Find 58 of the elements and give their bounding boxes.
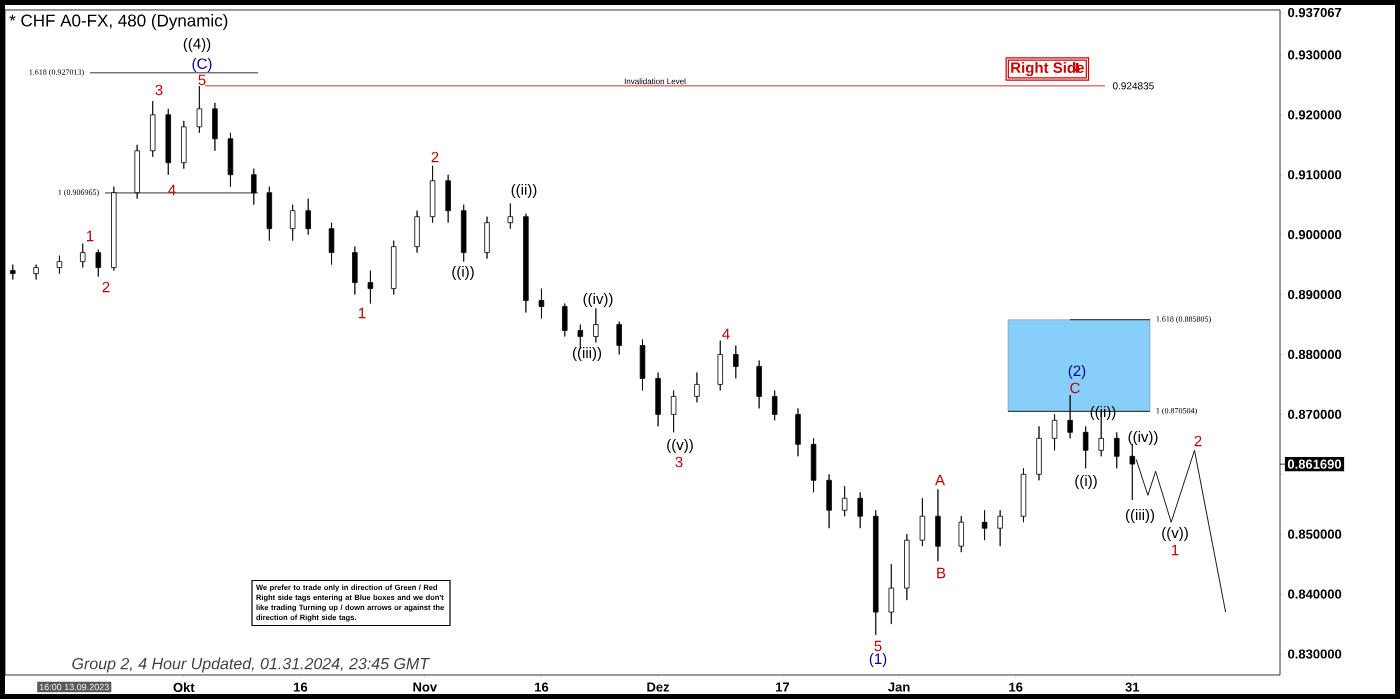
ref-line-label: 1 (0.870504) — [1156, 407, 1197, 415]
annotation: 1 — [86, 230, 94, 242]
annotation: 2 — [1194, 435, 1202, 447]
ref-line-label: 1.618 (0.885805) — [1156, 316, 1211, 324]
x-tick-label: 16 — [535, 682, 549, 692]
annotation: 3 — [155, 84, 163, 96]
annotation: 3 — [675, 456, 683, 468]
annotation: ((v)) — [1162, 527, 1188, 541]
annotation: 4 — [722, 328, 730, 340]
chart-title: * CHF A0-FX, 480 (Dynamic) — [9, 14, 228, 30]
annotation: 4 — [168, 184, 176, 196]
annotation: 2 — [431, 151, 439, 163]
x-tick-label: 16 — [1009, 682, 1023, 692]
ref-line-label: 1.618 (0.927013) — [29, 69, 84, 77]
x-tick-label: Jan — [888, 682, 910, 692]
annotation: ((4)) — [183, 38, 211, 52]
y-tick-label: 0.870000 — [1288, 409, 1342, 419]
y-tick-label: 0.910000 — [1288, 170, 1342, 180]
annotation: ((i)) — [452, 266, 474, 280]
x-tick-label: Dez — [647, 682, 670, 692]
annotation: C — [1070, 382, 1080, 394]
annotation: Group 2, 4 Hour Updated, 01.31.2024, 23:45 GMT — [72, 657, 430, 673]
annotation: 0.924835 — [1112, 82, 1154, 90]
y-tick-label: 0.937067 — [1288, 7, 1342, 18]
x-tick-label: 31 — [1125, 682, 1140, 692]
annotation: A — [935, 474, 945, 486]
annotation: B — [937, 567, 946, 579]
annotation: ((iv)) — [1128, 431, 1158, 445]
annotation: ((iv)) — [583, 293, 613, 307]
y-tick-label: 0.840000 — [1288, 589, 1342, 599]
annotation: (C) — [192, 58, 212, 72]
annotation: ((v)) — [667, 439, 693, 453]
y-tick-label: 0.930000 — [1288, 50, 1342, 60]
y-tick-label: 0.880000 — [1288, 349, 1342, 360]
annotation: 5 — [874, 640, 882, 652]
annotation: 1 — [358, 307, 366, 319]
y-tick-label: 0.920000 — [1288, 110, 1342, 120]
x-tick-label: Nov — [413, 682, 438, 692]
annotation: ((iii)) — [1125, 509, 1155, 523]
annotation: (2) — [1068, 365, 1086, 379]
annotation: ((i)) — [1075, 475, 1097, 489]
y-tick-label: 0.890000 — [1288, 289, 1342, 300]
ref-line-label: Invalidation Level — [624, 78, 686, 85]
annotation: ((iii)) — [572, 347, 602, 361]
x-tick-label: Okt — [173, 682, 195, 693]
annotation: 1 — [1171, 544, 1179, 556]
text: 16:00 13.09.2023 — [39, 683, 109, 691]
x-tick-label: 16 — [294, 682, 308, 692]
ref-line-label: 1 (0.906965) — [58, 189, 99, 197]
y-tick-label: 0.900000 — [1288, 230, 1342, 240]
annotation: 5 — [198, 74, 206, 86]
annotation: 2 — [102, 281, 110, 293]
ref-line-label: 0.861690 — [1287, 459, 1342, 469]
annotation: ((ii)) — [511, 184, 537, 198]
annotation: (1) — [869, 653, 887, 667]
y-tick-label: 0.830000 — [1288, 649, 1342, 659]
x-tick-label: 17 — [776, 682, 790, 692]
y-tick-label: 0.850000 — [1288, 529, 1342, 539]
